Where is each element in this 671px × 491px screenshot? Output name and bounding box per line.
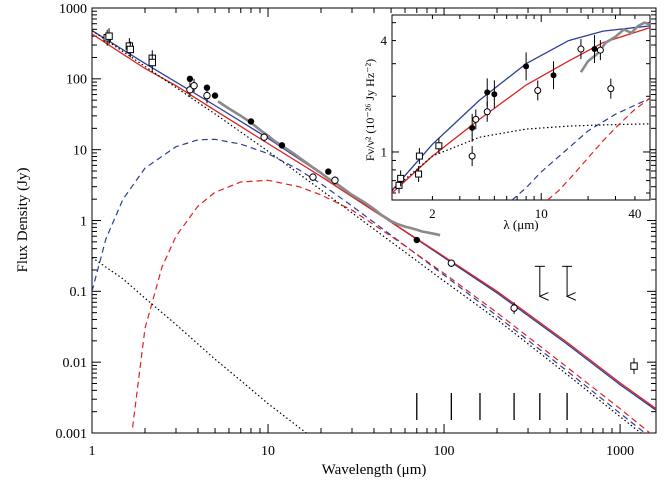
filled-circle-point [186, 75, 194, 83]
filled-circle-point [247, 118, 255, 125]
open-square-point [105, 32, 113, 40]
open-circle-point [260, 133, 268, 141]
filled-circle-point [203, 84, 211, 91]
open-circle-point [483, 108, 491, 116]
main-y-axis-label: Flux Density (Jy) [15, 167, 31, 272]
x-tick-label: 10 [261, 444, 275, 459]
x-tick-label: 100 [434, 444, 455, 459]
open-circle-point [607, 85, 615, 93]
x-tick-label: 10 [535, 206, 548, 221]
inset-plot-frame [391, 14, 651, 201]
open-circle-point [331, 176, 339, 184]
series-line-dashed-blue [511, 97, 650, 200]
y-tick-label: 1 [381, 145, 388, 160]
filled-circle-point [413, 236, 420, 244]
filled-circle-point [523, 63, 530, 70]
filled-circle-point [469, 124, 476, 131]
filled-circle-point [491, 91, 498, 98]
x-tick-label: 40 [628, 206, 641, 221]
series-line-dashed-blue [92, 138, 646, 433]
y-tick-label: 10 [73, 144, 87, 159]
open-square-point [630, 362, 638, 370]
inset-plot: 2 10 40 4 1 λ (μm) Fν/ν² (10⁻²⁶ Jy Hz⁻²) [363, 14, 651, 232]
y-tick-label: 0.001 [56, 427, 88, 442]
series-line-dotted-black [392, 123, 650, 191]
main-axis-ticks: 1 10 100 1000 1000 100 10 1 0.1 0.01 0.001 [56, 2, 656, 459]
open-square-point [435, 142, 443, 150]
y-tick-label: 4 [381, 33, 388, 48]
open-circle-point [510, 304, 518, 312]
y-tick-label: 100 [66, 73, 87, 88]
series-line-dotted-black-photosphere [92, 257, 308, 433]
open-circle-point [534, 86, 542, 94]
open-square-point [415, 152, 423, 160]
series-line-dashed-red [547, 97, 650, 200]
y-tick-label: 1000 [59, 2, 87, 17]
open-circle-point [309, 173, 317, 181]
filled-circle-point [211, 92, 219, 99]
y-tick-label: 0.1 [70, 285, 88, 300]
inset-x-axis-label: λ (μm) [503, 217, 538, 232]
series-line-gray-spectrum [579, 21, 650, 73]
open-square-point [126, 45, 134, 54]
filled-circle-point [484, 89, 491, 96]
filled-circle-point [550, 72, 557, 79]
open-circle-point [468, 152, 476, 160]
open-circle-point [472, 115, 480, 123]
filled-circle-point [325, 168, 332, 175]
open-square-point [148, 58, 156, 67]
open-circle-point [577, 45, 585, 53]
main-x-axis-label: Wavelength (μm) [322, 462, 427, 478]
main-points [103, 28, 638, 420]
series-line-gray-spectrum [217, 100, 441, 237]
series-line-solid-red [92, 33, 656, 410]
filled-circle-point [278, 142, 286, 149]
open-circle-point [596, 46, 604, 54]
y-tick-label: 0.01 [63, 356, 88, 371]
open-square-point [415, 170, 423, 178]
inset-y-axis-label: Fν/ν² (10⁻²⁶ Jy Hz⁻²) [363, 59, 377, 161]
open-circle-point [190, 81, 198, 90]
x-tick-label: 2 [429, 206, 436, 221]
filled-circle-point [591, 46, 598, 53]
open-square-point [397, 174, 405, 182]
x-tick-label: 1 [89, 444, 96, 459]
y-tick-label: 1 [80, 214, 87, 229]
open-circle-point [203, 91, 211, 100]
series-line-dashed-red [132, 179, 651, 433]
series-line-dotted-black [92, 30, 642, 433]
open-circle-point [447, 259, 456, 267]
open-square-point [395, 181, 403, 189]
x-tick-label: 1000 [606, 444, 634, 459]
inset-points [395, 35, 615, 194]
